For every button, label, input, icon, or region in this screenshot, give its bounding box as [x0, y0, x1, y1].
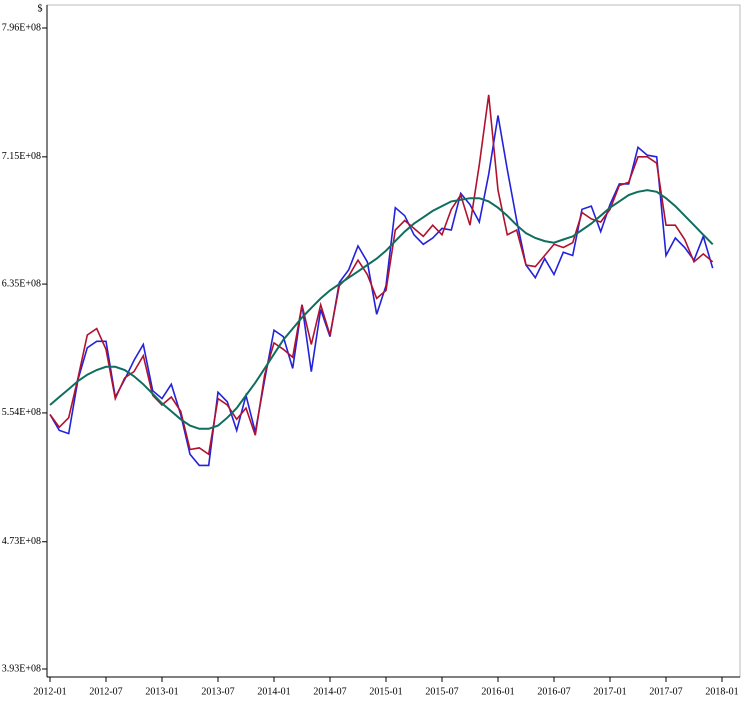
- x-tick-label: 2018-01: [705, 686, 738, 697]
- series-line: [49, 115, 714, 467]
- x-tick-label: 2012-01: [33, 686, 66, 697]
- y-tick-label: 4.73E+08: [2, 536, 41, 547]
- plot-frame: [46, 4, 741, 678]
- y-tick-label: 5.54E+08: [2, 407, 41, 418]
- x-tick-label: 2013-01: [145, 686, 178, 697]
- y-tick-label: 7.96E+08: [2, 22, 41, 33]
- x-tick-label: 2014-07: [313, 686, 346, 697]
- x-tick-label: 2017-01: [593, 686, 626, 697]
- y-axis-label: $: [38, 3, 43, 14]
- series-line: [49, 94, 714, 456]
- y-tick-label: 3.93E+08: [2, 663, 41, 674]
- series-line: [49, 189, 714, 430]
- x-tick-label: 2016-01: [481, 686, 514, 697]
- x-tick-label: 2017-07: [649, 686, 682, 697]
- x-tick-label: 2015-07: [425, 686, 458, 697]
- x-tick-label: 2016-07: [537, 686, 570, 697]
- x-tick-label: 2014-01: [257, 686, 290, 697]
- x-tick-label: 2013-07: [201, 686, 234, 697]
- x-tick-label: 2015-01: [369, 686, 402, 697]
- y-tick-label: 7.15E+08: [2, 151, 41, 162]
- x-tick-label: 2012-07: [89, 686, 122, 697]
- y-tick-label: 6.35E+08: [2, 278, 41, 289]
